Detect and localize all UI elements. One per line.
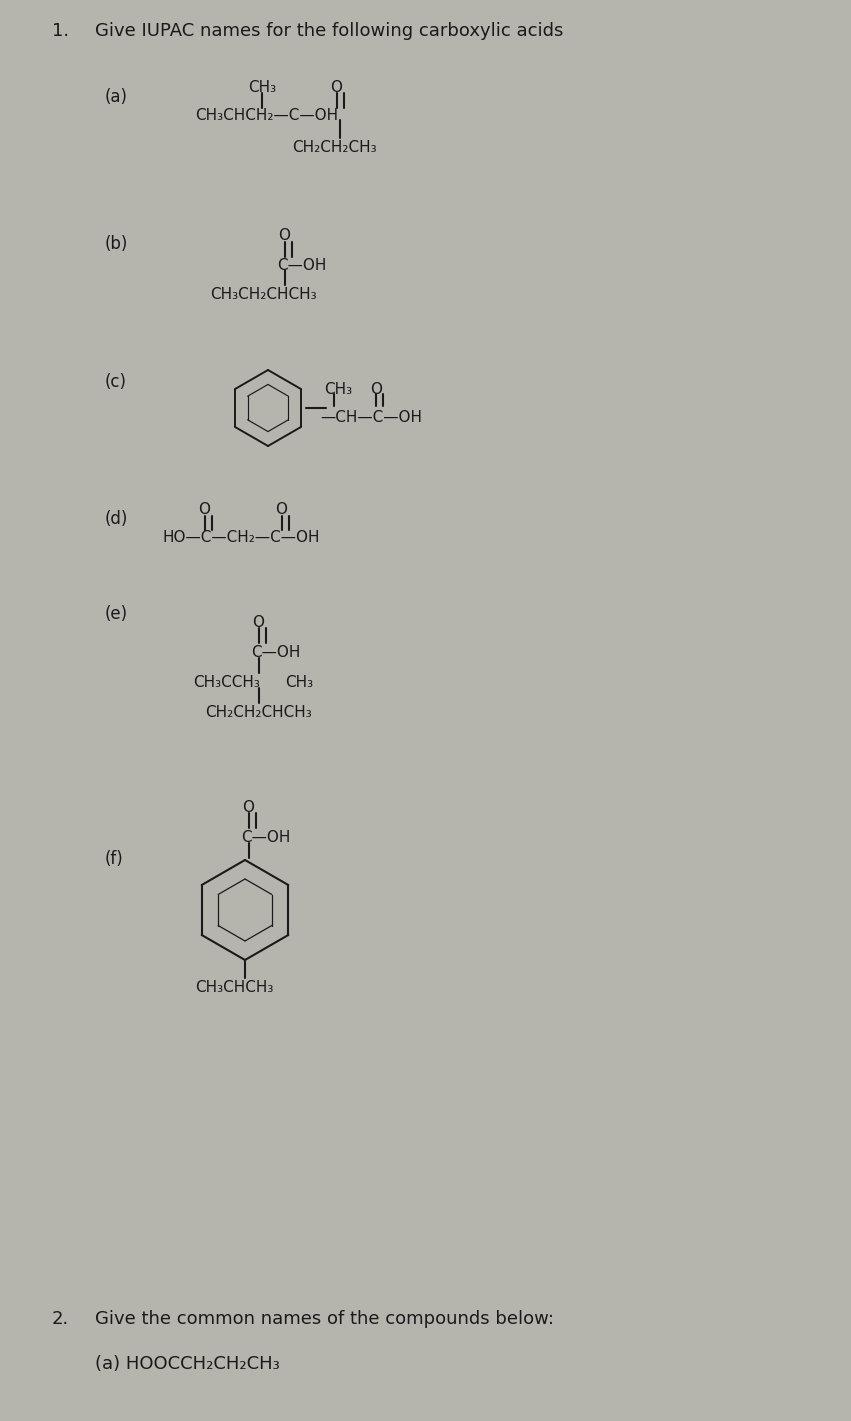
- Text: C—OH: C—OH: [277, 259, 327, 273]
- Text: O: O: [275, 502, 287, 517]
- Text: 1.: 1.: [52, 21, 69, 40]
- Text: C—OH: C—OH: [251, 645, 300, 659]
- Text: O: O: [198, 502, 210, 517]
- Text: —CH—C—OH: —CH—C—OH: [320, 411, 422, 425]
- Text: (a) HOOCCH₂CH₂CH₃: (a) HOOCCH₂CH₂CH₃: [95, 1356, 280, 1373]
- Text: CH₃: CH₃: [324, 382, 352, 396]
- Text: CH₃CCH₃: CH₃CCH₃: [193, 675, 260, 691]
- Text: HO—C—CH₂—C—OH: HO—C—CH₂—C—OH: [163, 530, 321, 546]
- Text: O: O: [252, 615, 264, 630]
- Text: O: O: [370, 382, 382, 396]
- Text: Give the common names of the compounds below:: Give the common names of the compounds b…: [95, 1310, 554, 1329]
- Text: CH₃CH₂CHCH₃: CH₃CH₂CHCH₃: [210, 287, 317, 303]
- Text: C—OH: C—OH: [241, 830, 290, 845]
- Text: (f): (f): [105, 850, 123, 868]
- Text: O: O: [242, 800, 254, 816]
- Text: Give IUPAC names for the following carboxylic acids: Give IUPAC names for the following carbo…: [95, 21, 563, 40]
- Text: CH₂CH₂CHCH₃: CH₂CH₂CHCH₃: [205, 705, 311, 720]
- Text: CH₂CH₂CH₃: CH₂CH₂CH₃: [292, 141, 377, 155]
- Text: (d): (d): [105, 510, 129, 529]
- Text: O: O: [278, 227, 290, 243]
- Text: 2.: 2.: [52, 1310, 69, 1329]
- Text: (c): (c): [105, 372, 127, 391]
- Text: CH₃: CH₃: [285, 675, 313, 691]
- Text: CH₃CHCH₂—C—OH: CH₃CHCH₂—C—OH: [195, 108, 338, 124]
- Text: O: O: [330, 80, 342, 95]
- Text: CH₃CHCH₃: CH₃CHCH₃: [195, 980, 273, 995]
- Text: CH₃: CH₃: [248, 80, 276, 95]
- Text: (a): (a): [105, 88, 128, 107]
- Text: (e): (e): [105, 605, 129, 622]
- Text: (b): (b): [105, 234, 129, 253]
